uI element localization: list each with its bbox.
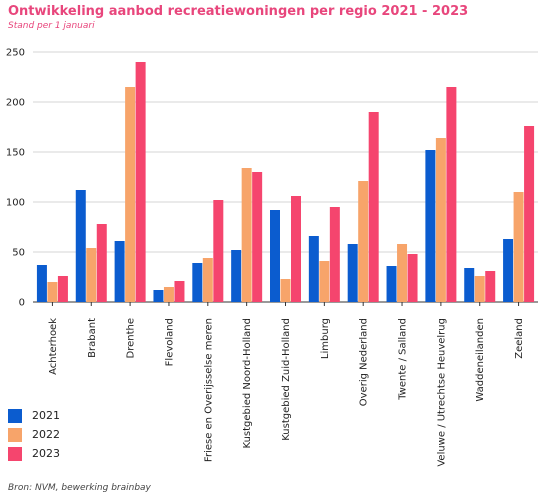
- bar-2023-achterhoek: [57, 276, 68, 302]
- bar-2023-limburg: [329, 207, 340, 302]
- bar-2022-drenthe: [125, 87, 136, 302]
- x-tick-label-flevoland: Flevoland: [164, 318, 175, 366]
- bar-2023-friese-en-overijsselse-meren: [213, 200, 224, 302]
- legend: 2021 2022 2023: [8, 406, 60, 463]
- bar-2021-brabant: [75, 190, 86, 302]
- x-tick-label-overig-nederland: Overig Nederland: [359, 318, 370, 406]
- bar-2021-achterhoek: [36, 265, 47, 302]
- bar-2023-waddeneilanden: [485, 271, 496, 302]
- bar-2023-veluwe-utrechtse-heuvelrug: [446, 87, 457, 302]
- bar-2021-kustgebied-zuid-holland: [270, 210, 280, 302]
- bar-2022-kustgebied-noord-holland: [241, 168, 252, 302]
- y-tick-label-0: 0: [19, 298, 25, 309]
- x-tick-label-zeeland: Zeeland: [514, 318, 525, 359]
- bar-2023-drenthe: [135, 62, 146, 302]
- x-tick-label-limburg: Limburg: [320, 318, 331, 359]
- x-tick-label-friese-en-overijsselse-meren: Friese en Overijsselse meren: [203, 318, 214, 462]
- y-tick-label-250: 250: [6, 48, 25, 59]
- source-note: Bron: NVM, bewerking brainbay: [8, 483, 151, 493]
- bar-2021-overig-nederland: [347, 244, 358, 302]
- bar-2022-flevoland: [163, 287, 174, 302]
- bar-2021-drenthe: [114, 241, 125, 302]
- x-tick-label-brabant: Brabant: [87, 318, 98, 358]
- bar-2023-kustgebied-noord-holland: [252, 172, 263, 302]
- bar-2022-achterhoek: [47, 282, 58, 302]
- bar-2023-flevoland: [174, 281, 185, 302]
- legend-swatch-2021: [8, 408, 22, 423]
- bar-2022-overig-nederland: [358, 181, 369, 302]
- bar-2021-twente-salland: [386, 266, 397, 302]
- bar-2021-zeeland: [503, 239, 514, 302]
- y-tick-label-200: 200: [6, 98, 25, 109]
- x-tick-label-achterhoek: Achterhoek: [48, 318, 59, 375]
- bar-2022-zeeland: [513, 192, 524, 302]
- x-tick-label-twente-salland: Twente / Salland: [398, 318, 409, 401]
- legend-swatch-2023: [8, 446, 22, 461]
- bar-2023-twente-salland: [407, 254, 418, 302]
- bar-2021-veluwe-utrechtse-heuvelrug: [425, 150, 436, 302]
- bar-2022-limburg: [319, 261, 330, 302]
- y-tick-label-150: 150: [6, 148, 25, 159]
- bar-2021-flevoland: [153, 290, 164, 302]
- bar-2022-brabant: [86, 248, 97, 302]
- y-tick-label-100: 100: [6, 198, 25, 209]
- bar-2021-friese-en-overijsselse-meren: [192, 263, 203, 302]
- bar-2023-zeeland: [524, 126, 535, 302]
- chart-title: Ontwikkeling aanbod recreatiewoningen pe…: [8, 4, 469, 19]
- bar-2023-brabant: [96, 224, 107, 302]
- x-tick-label-kustgebied-noord-holland: Kustgebied Noord-Holland: [242, 318, 253, 448]
- legend-label-2021: 2021: [32, 409, 60, 422]
- bar-2023-overig-nederland: [368, 112, 379, 302]
- y-tick-label-50: 50: [12, 248, 25, 259]
- bar-2021-kustgebied-noord-holland: [231, 250, 242, 302]
- chart-subtitle: Stand per 1 januari: [8, 21, 95, 31]
- bar-2022-twente-salland: [397, 244, 408, 302]
- legend-item-2021: 2021: [8, 406, 60, 425]
- x-tick-label-waddeneilanden: Waddeneilanden: [475, 318, 486, 402]
- x-tick-label-veluwe-utrechtse-heuvelrug: Veluwe / Utrechtse Heuvelrug: [436, 318, 447, 467]
- bar-2022-kustgebied-zuid-holland: [280, 279, 291, 302]
- legend-item-2023: 2023: [8, 444, 60, 463]
- bar-2021-limburg: [308, 236, 319, 302]
- legend-item-2022: 2022: [8, 425, 60, 444]
- bar-2021-waddeneilanden: [464, 268, 475, 302]
- bar-2023-kustgebied-zuid-holland: [291, 196, 301, 302]
- x-tick-label-kustgebied-zuid-holland: Kustgebied Zuid-Holland: [281, 318, 292, 441]
- bar-2022-veluwe-utrechtse-heuvelrug: [435, 138, 446, 302]
- bar-2022-waddeneilanden: [474, 276, 485, 302]
- legend-swatch-2022: [8, 427, 22, 442]
- x-tick-label-drenthe: Drenthe: [126, 318, 137, 359]
- legend-label-2022: 2022: [32, 428, 60, 441]
- bar-2022-friese-en-overijsselse-meren: [202, 258, 213, 302]
- legend-label-2023: 2023: [32, 447, 60, 460]
